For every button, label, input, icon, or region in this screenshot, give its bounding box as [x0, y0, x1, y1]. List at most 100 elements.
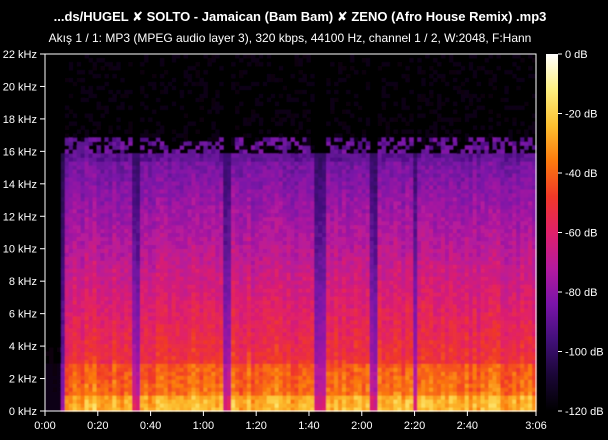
spectrogram-cell: [136, 395, 141, 400]
spectrogram-cell: [322, 248, 327, 253]
spectrogram-cell: [72, 375, 78, 380]
spectrogram-cell: [60, 256, 66, 261]
spectrogram-cell: [143, 169, 149, 174]
spectrogram-cell: [246, 216, 252, 222]
spectrogram-cell: [128, 284, 133, 289]
spectrogram-cell: [84, 363, 90, 368]
spectrogram-cell: [298, 264, 303, 269]
spectrogram-cell: [250, 260, 256, 265]
spectrogram-cell: [211, 208, 216, 214]
spectrogram-cell: [72, 260, 78, 265]
spectrogram-cell: [306, 264, 311, 269]
spectrogram-cell: [179, 343, 185, 349]
spectrogram-cell: [203, 240, 208, 245]
spectrogram-cell: [92, 280, 98, 285]
spectrogram-cell: [195, 355, 201, 361]
spectrogram-cell: [199, 355, 204, 361]
spectrogram-cell: [258, 252, 264, 257]
spectrogram-cell: [167, 395, 173, 400]
spectrogram-cell: [219, 65, 224, 71]
spectrogram-cell: [84, 272, 90, 277]
spectrogram-cell: [282, 264, 288, 269]
spectrogram-cell: [322, 315, 327, 321]
spectrogram-cell: [227, 303, 232, 309]
spectrogram-cell: [112, 149, 117, 154]
spectrogram-cell: [286, 232, 292, 238]
spectrogram-cell: [88, 113, 94, 119]
spectrogram-cell: [96, 212, 102, 218]
spectrogram-cell: [282, 351, 288, 357]
spectrogram-cell: [227, 371, 232, 376]
spectrogram-cell: [195, 315, 201, 321]
spectrogram-cell: [140, 236, 145, 242]
spectrogram-cell: [250, 216, 256, 222]
spectrogram-cell: [322, 176, 327, 182]
spectrogram-cell: [215, 109, 220, 115]
spectrogram-cell: [270, 244, 276, 249]
spectrogram-cell: [191, 169, 197, 174]
spectrogram-cell: [151, 73, 157, 79]
spectrogram-cell: [140, 176, 145, 182]
spectrogram-cell: [124, 347, 129, 353]
spectrogram-cell: [108, 161, 113, 166]
spectrogram-cell: [163, 216, 169, 222]
spectrogram-cell: [235, 295, 240, 301]
spectrogram-cell: [227, 331, 232, 337]
spectrogram-cell: [155, 208, 161, 214]
spectrogram-cell: [64, 363, 70, 368]
spectrogram-cell: [68, 343, 74, 349]
spectrogram-cell: [219, 173, 224, 178]
spectrogram-cell: [219, 371, 224, 376]
spectrogram-cell: [274, 212, 280, 218]
spectrogram-cell: [322, 232, 327, 238]
spectrogram-cell: [262, 347, 268, 353]
spectrogram-cell: [322, 387, 327, 392]
spectrogram-cell: [207, 224, 212, 230]
spectrogram-cell: [68, 192, 74, 198]
spectrogram-cell: [262, 220, 268, 226]
spectrogram-cell: [242, 212, 248, 218]
spectrogram-cell: [282, 224, 288, 230]
spectrogram-cell: [246, 299, 252, 305]
spectrogram-cell: [223, 196, 228, 202]
spectrogram-cell: [80, 371, 86, 376]
spectrogram-cell: [266, 208, 272, 214]
spectrogram-cell: [219, 387, 224, 392]
spectrogram-cell: [64, 359, 70, 364]
spectrogram-cell: [72, 149, 78, 154]
spectrogram-cell: [84, 252, 90, 257]
spectrogram-cell: [140, 299, 145, 305]
spectrogram-cell: [314, 387, 319, 392]
spectrogram-cell: [80, 299, 86, 305]
spectrogram-cell: [278, 335, 284, 341]
spectrogram-cell: [211, 149, 216, 154]
spectrogram-cell: [60, 307, 66, 313]
spectrogram-cell: [143, 54, 149, 59]
spectrogram-cell: [88, 212, 94, 218]
spectrogram-cell: [187, 256, 193, 261]
spectrogram-cell: [203, 284, 208, 289]
spectrogram-cell: [76, 371, 82, 376]
spectrogram-cell: [128, 399, 133, 404]
spectrogram-cell: [96, 264, 102, 269]
spectrogram-cell: [155, 97, 161, 103]
spectrogram-cell: [112, 399, 117, 404]
spectrogram-cell: [167, 184, 173, 190]
spectrogram-cell: [132, 339, 137, 345]
spectrogram-cell: [227, 220, 232, 226]
spectrogram-cell: [132, 379, 137, 384]
spectrogram-cell: [92, 256, 98, 261]
spectrogram-cell: [262, 307, 268, 313]
spectrogram-cell: [155, 137, 161, 142]
spectrogram-cell: [96, 244, 102, 249]
spectrogram-cell: [64, 256, 70, 261]
spectrogram-cell: [239, 145, 244, 150]
spectrogram-cell: [80, 240, 86, 245]
spectrogram-cell: [68, 323, 74, 329]
spectrogram-cell: [112, 367, 117, 372]
spectrogram-cell: [120, 311, 125, 317]
spectrogram-cell: [187, 331, 193, 337]
spectrogram-cell: [140, 133, 145, 138]
spectrogram-cell: [84, 295, 90, 301]
spectrogram-cell: [171, 295, 177, 301]
